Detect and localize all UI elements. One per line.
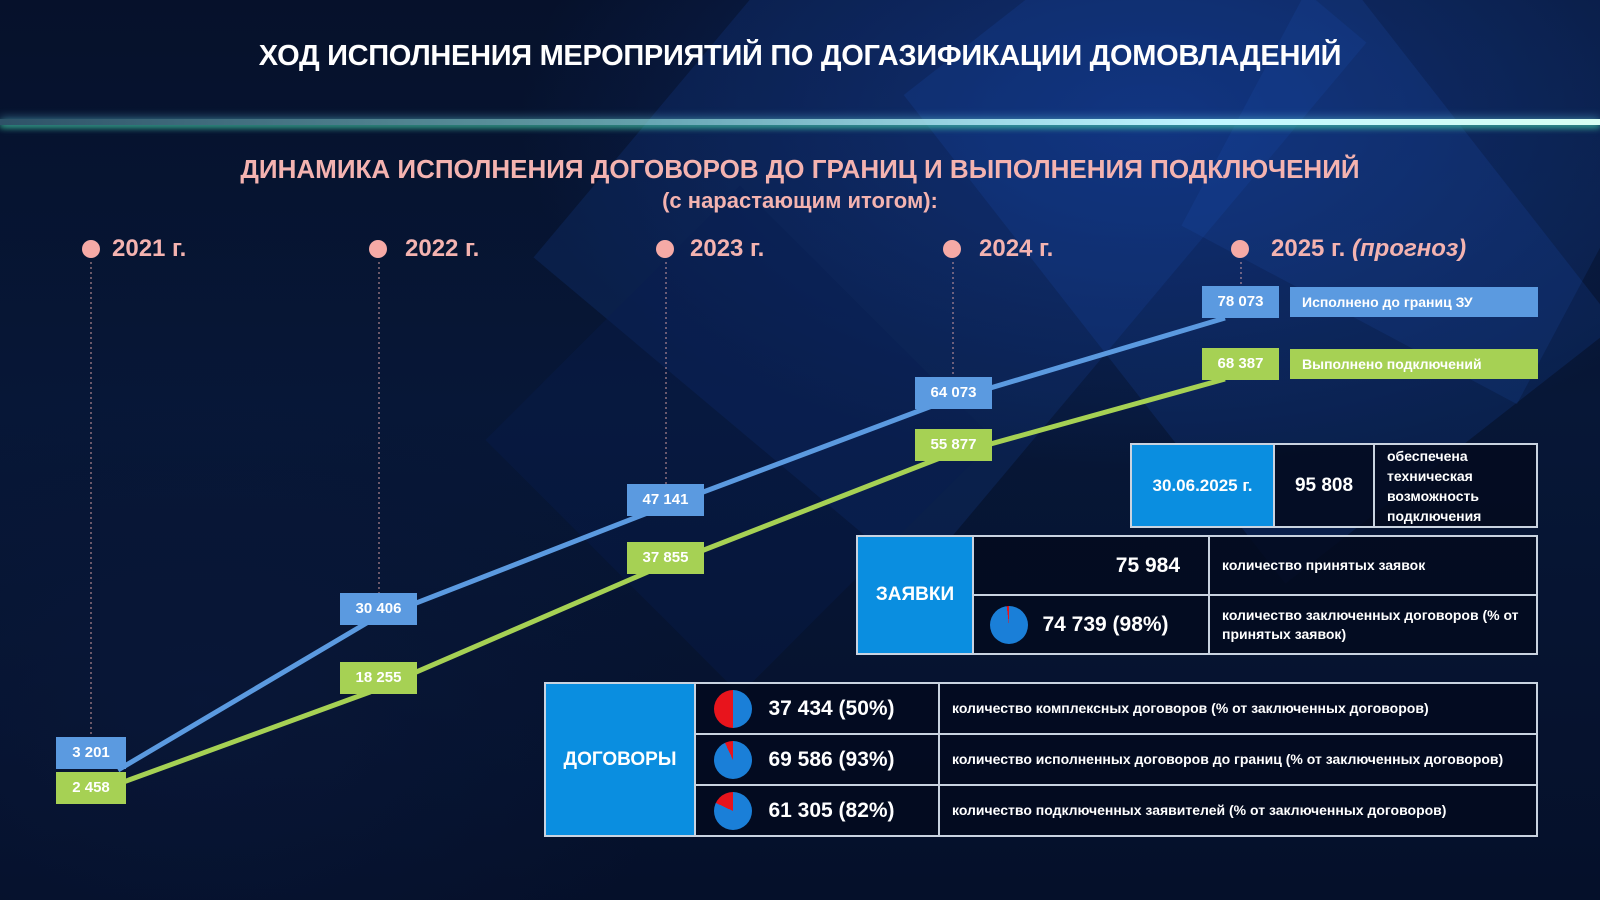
data-label-blue-2024: 64 073 <box>915 377 992 409</box>
contracts-value: 37 434 (50%) <box>768 696 895 720</box>
data-label-green-2024: 55 877 <box>915 429 992 461</box>
data-label-green-2023: 37 855 <box>627 542 704 574</box>
dot-icon <box>369 240 387 258</box>
contracts-desc: количество исполненных договоров до гран… <box>938 733 1538 786</box>
contracts-value-cell: 37 434 (50%) <box>694 682 940 735</box>
year-label: 2022 г. <box>405 235 480 262</box>
year-marker-2022: 2022 г. <box>369 235 479 263</box>
year-marker-2023: 2023 г. <box>656 235 764 263</box>
data-label-blue-2023: 47 141 <box>627 484 704 516</box>
applications-value-cell: 75 984 <box>972 535 1210 596</box>
contracts-value-cell: 61 305 (82%) <box>694 784 940 837</box>
contracts-value: 69 586 (93%) <box>768 747 895 771</box>
contracts-value-cell: 69 586 (93%) <box>694 733 940 786</box>
applications-desc: количество заключенных договоров (% от п… <box>1208 594 1538 655</box>
data-label-blue-2025: 78 073 <box>1202 286 1279 318</box>
capability-desc: обеспечена техническая возможность подкл… <box>1373 443 1538 528</box>
year-label: 2025 г. (прогноз) <box>1271 235 1466 263</box>
applications-value: 75 984 <box>1115 553 1180 577</box>
legend-item-blue: Исполнено до границ ЗУ <box>1290 287 1538 317</box>
contracts-value: 61 305 (82%) <box>768 798 895 822</box>
pie-chart-icon <box>714 740 752 779</box>
data-label-green-2022: 18 255 <box>340 662 417 694</box>
year-label-text: 2025 г. <box>1271 235 1346 262</box>
capability-table: 30.06.2025 г. 95 808 обеспечена техничес… <box>1130 443 1538 528</box>
contracts-header: ДОГОВОРЫ <box>544 682 696 837</box>
forecast-note: (прогноз) <box>1352 235 1467 262</box>
data-label-green-2025: 68 387 <box>1202 348 1279 380</box>
data-label-green-2021: 2 458 <box>56 772 126 804</box>
legend-item-green: Выполнено подключений <box>1290 349 1538 379</box>
contracts-desc: количество подключенных заявителей (% от… <box>938 784 1538 837</box>
pie-chart-icon <box>990 605 1028 644</box>
applications-desc: количество принятых заявок <box>1208 535 1538 596</box>
dot-icon <box>656 240 674 258</box>
data-label-blue-2022: 30 406 <box>340 593 417 625</box>
year-label: 2024 г. <box>979 235 1054 262</box>
capability-date: 30.06.2025 г. <box>1130 443 1275 528</box>
applications-value: 74 739 (98%) <box>1042 612 1169 636</box>
capability-value: 95 808 <box>1273 443 1375 528</box>
year-marker-2024: 2024 г. <box>943 235 1053 263</box>
applications-value-cell: 74 739 (98%) <box>972 594 1210 655</box>
contracts-desc: количество комплексных договоров (% от з… <box>938 682 1538 735</box>
dot-icon <box>1231 240 1249 258</box>
year-label: 2021 г. <box>112 235 187 262</box>
page-title: ХОД ИСПОЛНЕНИЯ МЕРОПРИЯТИЙ ПО ДОГАЗИФИКА… <box>258 40 1342 72</box>
dot-icon <box>82 240 100 258</box>
chart-title: ДИНАМИКА ИСПОЛНЕНИЯ ДОГОВОРОВ ДО ГРАНИЦ … <box>240 154 1360 184</box>
year-marker-2025: 2025 г. (прогноз) <box>1231 235 1466 263</box>
contracts-table: ДОГОВОРЫ 37 434 (50%) количество комплек… <box>544 682 1538 837</box>
pie-chart-icon <box>714 689 752 728</box>
year-label: 2023 г. <box>690 235 765 262</box>
divider-glow-line <box>0 119 1600 125</box>
dot-icon <box>943 240 961 258</box>
chart-subtitle: (с нарастающим итогом): <box>662 188 938 213</box>
year-marker-2021: 2021 г. <box>82 235 186 263</box>
year-guide-lines <box>90 262 1242 736</box>
applications-header: ЗАЯВКИ <box>856 535 974 655</box>
applications-table: ЗАЯВКИ 75 984 количество принятых заявок… <box>856 535 1538 655</box>
data-label-blue-2021: 3 201 <box>56 737 126 769</box>
pie-chart-icon <box>714 791 752 830</box>
